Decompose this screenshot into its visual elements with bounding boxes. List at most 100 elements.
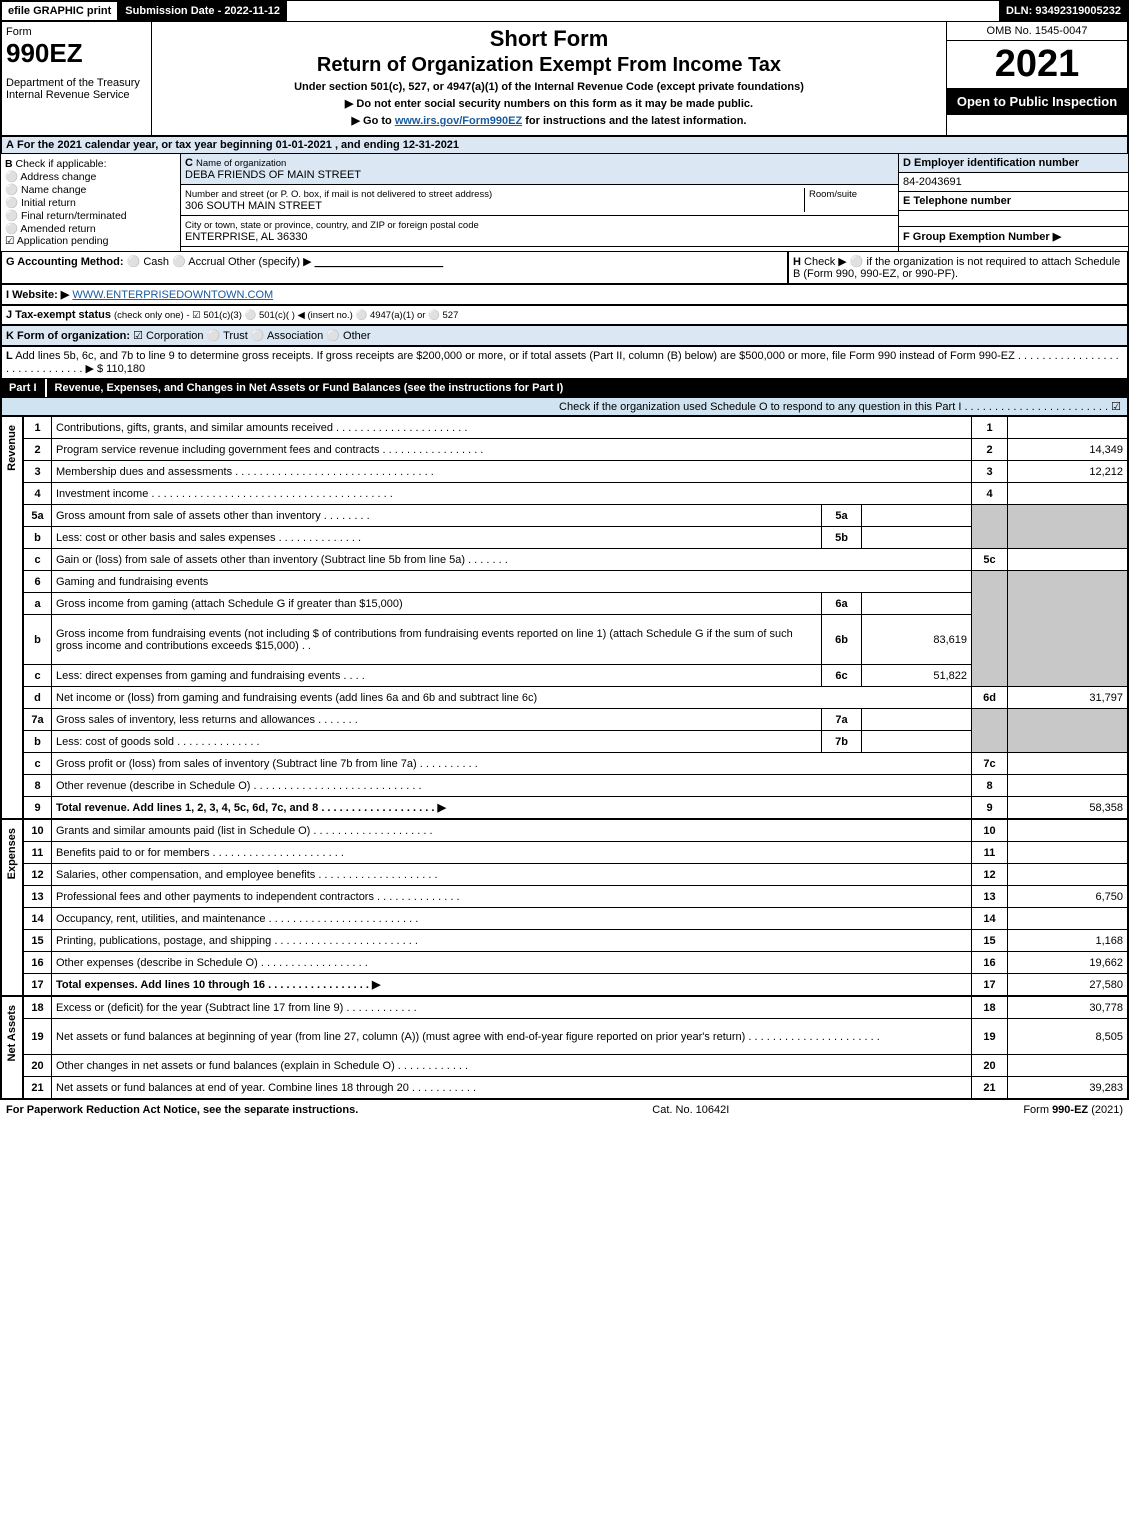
line-10: 10Grants and similar amounts paid (list … <box>24 820 1128 842</box>
line-14: 14Occupancy, rent, utilities, and mainte… <box>24 908 1128 930</box>
expenses-section: Expenses 10Grants and similar amounts pa… <box>1 819 1128 996</box>
warning: ▶ Do not enter social security numbers o… <box>156 97 942 110</box>
line-5a: 5aGross amount from sale of assets other… <box>24 505 1128 527</box>
efile-label: efile GRAPHIC print <box>1 1 118 21</box>
chk-final-return[interactable]: ⚪ Final return/terminated <box>5 209 176 222</box>
dln: DLN: 93492319005232 <box>999 1 1128 21</box>
label-l: L <box>6 350 13 362</box>
line-19: 19Net assets or fund balances at beginni… <box>24 1019 1128 1055</box>
submission-date: Submission Date - 2022-11-12 <box>118 1 287 21</box>
top-bar: efile GRAPHIC print Submission Date - 20… <box>1 1 1128 21</box>
goto-pre: ▶ Go to <box>352 115 395 127</box>
row-j: J Tax-exempt status (check only one) - ☑… <box>1 305 1128 325</box>
line-6d: dNet income or (loss) from gaming and fu… <box>24 687 1128 709</box>
text-a: For the 2021 calendar year, or tax year … <box>17 139 459 151</box>
line-8: 8Other revenue (describe in Schedule O) … <box>24 775 1128 797</box>
col-d: D Employer identification number 84-2043… <box>898 154 1128 251</box>
website-link[interactable]: WWW.ENTERPRISEDOWNTOWN.COM <box>72 289 273 301</box>
city-label: City or town, state or province, country… <box>185 220 479 231</box>
footer-left: For Paperwork Reduction Act Notice, see … <box>6 1104 358 1116</box>
h-text: Check ▶ ⚪ if the organization is not req… <box>793 256 1120 280</box>
line-13: 13Professional fees and other payments t… <box>24 886 1128 908</box>
part-i-header: Part I Revenue, Expenses, and Changes in… <box>1 379 1128 397</box>
label-e: E Telephone number <box>903 195 1011 207</box>
label-i: I Website: ▶ <box>6 289 69 301</box>
k-text[interactable]: ☑ Corporation ⚪ Trust ⚪ Association ⚪ Ot… <box>133 330 370 342</box>
form-container: efile GRAPHIC print Submission Date - 20… <box>0 0 1129 1100</box>
chk-address-change[interactable]: ⚪ Address change <box>5 170 176 183</box>
footer-right: Form 990-EZ (2021) <box>1023 1104 1123 1116</box>
line-6b: bGross income from fundraising events (n… <box>24 615 1128 665</box>
form-word: Form <box>6 26 147 38</box>
line-12: 12Salaries, other compensation, and empl… <box>24 864 1128 886</box>
header-center: Short Form Return of Organization Exempt… <box>152 22 947 135</box>
side-revenue: Revenue <box>1 416 23 819</box>
row-h: H Check ▶ ⚪ if the organization is not r… <box>788 251 1128 284</box>
tax-year: 2021 <box>947 41 1127 88</box>
section-b-c-d: B Check if applicable: ⚪ Address change … <box>1 154 1128 251</box>
revenue-section: Revenue 1Contributions, gifts, grants, a… <box>1 416 1128 819</box>
org-name: DEBA FRIENDS OF MAIN STREET <box>185 169 361 181</box>
row-i: I Website: ▶ WWW.ENTERPRISEDOWNTOWN.COM <box>1 284 1128 305</box>
line-17: 17Total expenses. Add lines 10 through 1… <box>24 974 1128 996</box>
org-address: 306 SOUTH MAIN STREET <box>185 200 322 212</box>
line-2: 2Program service revenue including gover… <box>24 439 1128 461</box>
addr-label: Number and street (or P. O. box, if mail… <box>185 189 492 200</box>
check-label: Check if applicable: <box>16 158 107 170</box>
label-c: C <box>185 157 193 169</box>
form-number: 990EZ <box>6 38 147 69</box>
omb-number: OMB No. 1545-0047 <box>947 22 1127 41</box>
col-c: C Name of organization DEBA FRIENDS OF M… <box>181 154 898 251</box>
label-a: A <box>6 139 14 151</box>
form-title-2: Return of Organization Exempt From Incom… <box>156 54 942 77</box>
chk-name-change[interactable]: ⚪ Name change <box>5 183 176 196</box>
irs-link[interactable]: www.irs.gov/Form990EZ <box>395 115 522 127</box>
line-6a: aGross income from gaming (attach Schedu… <box>24 593 1128 615</box>
chk-application-pending[interactable]: ☑ Application pending <box>5 235 176 247</box>
label-j: J Tax-exempt status <box>6 309 111 321</box>
row-g: G Accounting Method: ⚪ Cash ⚪ Accrual Ot… <box>1 251 788 284</box>
phone-value <box>899 211 1128 227</box>
page-footer: For Paperwork Reduction Act Notice, see … <box>0 1100 1129 1120</box>
line-21: 21Net assets or fund balances at end of … <box>24 1077 1128 1099</box>
l-text: Add lines 5b, 6c, and 7b to line 9 to de… <box>6 350 1119 375</box>
footer-mid: Cat. No. 10642I <box>652 1104 729 1116</box>
line-6: 6Gaming and fundraising events <box>24 571 1128 593</box>
g-blank[interactable]: _____________________ <box>315 256 443 268</box>
chk-initial-return[interactable]: ⚪ Initial return <box>5 196 176 209</box>
line-1: 1Contributions, gifts, grants, and simil… <box>24 417 1128 439</box>
net-assets-section: Net Assets 18Excess or (deficit) for the… <box>1 996 1128 1099</box>
form-title-1: Short Form <box>156 26 942 52</box>
side-expenses: Expenses <box>1 819 23 996</box>
part-i-num: Part I <box>1 379 47 397</box>
label-f: F Group Exemption Number ▶ <box>903 231 1061 243</box>
label-g: G Accounting Method: <box>6 256 124 268</box>
row-a: A For the 2021 calendar year, or tax yea… <box>1 136 1128 154</box>
line-20: 20Other changes in net assets or fund ba… <box>24 1055 1128 1077</box>
line-5b: bLess: cost or other basis and sales exp… <box>24 527 1128 549</box>
ein-value: 84-2043691 <box>899 173 1128 192</box>
goto-post: for instructions and the latest informat… <box>522 115 746 127</box>
part-i-sub[interactable]: Check if the organization used Schedule … <box>1 397 1128 416</box>
chk-amended-return[interactable]: ⚪ Amended return <box>5 222 176 235</box>
line-18: 18Excess or (deficit) for the year (Subt… <box>24 997 1128 1019</box>
line-7a: 7aGross sales of inventory, less returns… <box>24 709 1128 731</box>
row-k: K Form of organization: ☑ Corporation ⚪ … <box>1 325 1128 346</box>
line-6c: cLess: direct expenses from gaming and f… <box>24 665 1128 687</box>
room-label: Room/suite <box>809 189 857 200</box>
department: Department of the Treasury Internal Reve… <box>6 77 147 101</box>
line-15: 15Printing, publications, postage, and s… <box>24 930 1128 952</box>
j-text[interactable]: (check only one) - ☑ 501(c)(3) ⚪ 501(c)(… <box>114 310 458 321</box>
net-assets-table: 18Excess or (deficit) for the year (Subt… <box>23 996 1128 1099</box>
side-net-assets: Net Assets <box>1 996 23 1099</box>
header-right: OMB No. 1545-0047 2021 Open to Public In… <box>947 22 1127 135</box>
row-l: L Add lines 5b, 6c, and 7b to line 9 to … <box>1 346 1128 379</box>
line-9: 9Total revenue. Add lines 1, 2, 3, 4, 5c… <box>24 797 1128 819</box>
name-label: Name of organization <box>196 158 286 169</box>
line-7b: bLess: cost of goods sold . . . . . . . … <box>24 731 1128 753</box>
line-5c: cGain or (loss) from sale of assets othe… <box>24 549 1128 571</box>
label-b: B <box>5 158 13 170</box>
col-b: B Check if applicable: ⚪ Address change … <box>1 154 181 251</box>
g-options[interactable]: ⚪ Cash ⚪ Accrual Other (specify) ▶ <box>127 256 312 268</box>
line-4: 4Investment income . . . . . . . . . . .… <box>24 483 1128 505</box>
